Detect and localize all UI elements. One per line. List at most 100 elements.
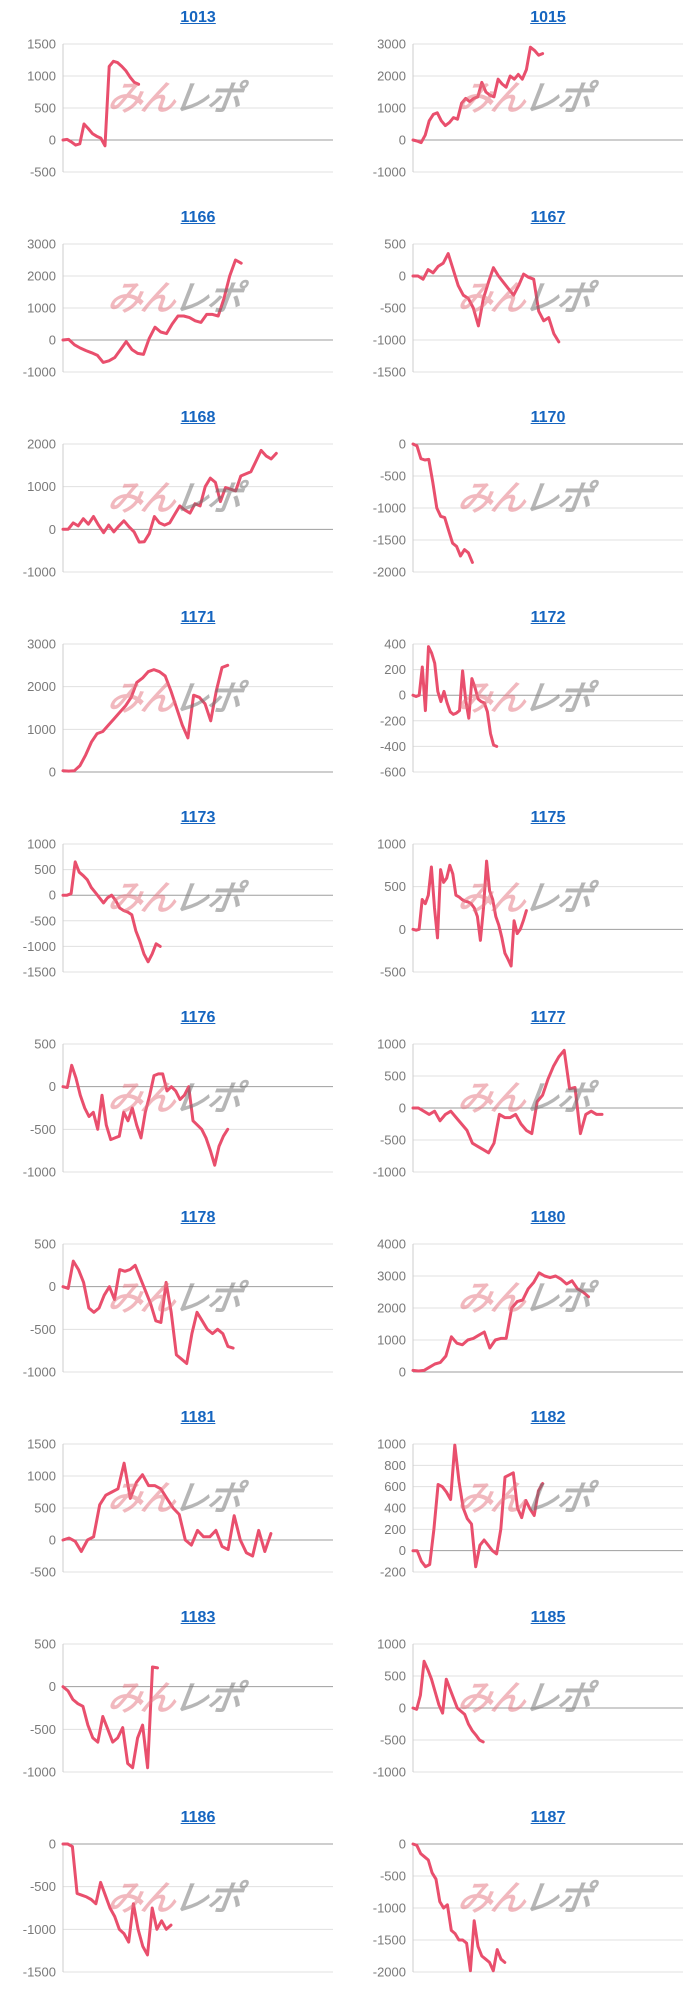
data-line bbox=[411, 1271, 590, 1373]
y-tick-label: -600 bbox=[380, 765, 406, 780]
data-line bbox=[61, 1665, 159, 1770]
y-tick-label: -1500 bbox=[23, 1965, 56, 1980]
chart-title-link[interactable]: 1176 bbox=[180, 1009, 216, 1026]
chart-canvas: 3000 2000 1000 0 -1000 bbox=[373, 37, 683, 180]
chart-title-link[interactable]: 1178 bbox=[180, 1209, 216, 1226]
data-line bbox=[61, 1461, 273, 1558]
y-tick-label: -500 bbox=[380, 1133, 406, 1148]
data-line bbox=[411, 252, 561, 344]
chart-title-link[interactable]: 1015 bbox=[530, 9, 566, 26]
chart-cell: 1176 500 0 -500 -1000 みんレポ bbox=[0, 1000, 350, 1200]
chart-title-link[interactable]: 1175 bbox=[530, 809, 566, 826]
y-tick-label: 1000 bbox=[27, 1469, 56, 1484]
y-tick-label: -1000 bbox=[373, 165, 406, 180]
chart-cell: 1182 1000 800 600 400 200 0 -200 みんレポ bbox=[350, 1400, 700, 1600]
chart-title-link[interactable]: 1177 bbox=[530, 1009, 566, 1026]
data-line bbox=[61, 1063, 230, 1167]
y-tick-label: 2000 bbox=[27, 437, 56, 452]
chart-canvas: 1000 800 600 400 200 0 -200 bbox=[377, 1437, 683, 1580]
y-tick-label: -400 bbox=[380, 739, 406, 754]
chart-cell: 1015 3000 2000 1000 0 -1000 みんレポ bbox=[350, 0, 700, 200]
y-tick-label: 3000 bbox=[377, 37, 406, 52]
y-tick-label: 0 bbox=[49, 133, 56, 148]
y-tick-label: -500 bbox=[30, 1322, 56, 1337]
y-tick-label: 0 bbox=[399, 1365, 406, 1380]
chart-title-link[interactable]: 1182 bbox=[530, 1409, 566, 1426]
y-tick-label: -200 bbox=[380, 1565, 406, 1580]
y-tick-label: -500 bbox=[30, 913, 56, 928]
y-tick-label: -500 bbox=[30, 1879, 56, 1894]
y-tick-label: -1000 bbox=[23, 1765, 56, 1780]
y-tick-label: 2000 bbox=[27, 679, 56, 694]
y-tick-label: -1000 bbox=[23, 365, 56, 380]
chart-title-link[interactable]: 1013 bbox=[180, 9, 216, 26]
chart-canvas: 500 0 -500 -1000 bbox=[23, 1237, 333, 1380]
y-tick-label: 600 bbox=[384, 1479, 406, 1494]
y-tick-label: 2000 bbox=[27, 269, 56, 284]
chart-cell: 1183 500 0 -500 -1000 みんレポ bbox=[0, 1600, 350, 1800]
y-tick-label: 0 bbox=[49, 1533, 56, 1548]
chart-title-link[interactable]: 1186 bbox=[180, 1809, 216, 1826]
chart-title-link[interactable]: 1185 bbox=[530, 1609, 566, 1626]
y-tick-label: 0 bbox=[399, 437, 406, 452]
chart-canvas: 1500 1000 500 0 -500 bbox=[27, 37, 333, 180]
y-tick-label: 400 bbox=[384, 637, 406, 652]
y-tick-label: 0 bbox=[49, 1279, 56, 1294]
y-tick-label: 0 bbox=[49, 333, 56, 348]
chart-cell: 1177 1000 500 0 -500 -1000 みんレポ bbox=[350, 1000, 700, 1200]
chart-canvas: 0 -500 -1000 -1500 bbox=[23, 1837, 333, 1980]
data-line bbox=[411, 645, 499, 748]
y-tick-label: 3000 bbox=[27, 237, 56, 252]
data-line bbox=[61, 59, 141, 148]
chart-title-link[interactable]: 1173 bbox=[180, 809, 216, 826]
chart-canvas: 1500 1000 500 0 -500 bbox=[27, 1437, 333, 1580]
chart-cell: 1013 1500 1000 500 0 -500 みんレポ bbox=[0, 0, 350, 200]
chart-cell: 1181 1500 1000 500 0 -500 みんレポ bbox=[0, 1400, 350, 1600]
chart-cell: 1175 1000 500 0 -500 みんレポ bbox=[350, 800, 700, 1000]
y-tick-label: 0 bbox=[399, 1543, 406, 1558]
y-tick-label: 1500 bbox=[27, 1437, 56, 1452]
y-tick-label: 500 bbox=[34, 862, 56, 877]
chart-canvas: 1000 500 0 -500 -1000 -1500 bbox=[23, 837, 333, 980]
chart-canvas: 1000 500 0 -500 -1000 bbox=[373, 1637, 683, 1780]
y-tick-label: 0 bbox=[399, 922, 406, 937]
chart-cell: 1187 0 -500 -1000 -1500 -2000 みんレポ bbox=[350, 1800, 700, 2000]
y-tick-label: -1000 bbox=[23, 1365, 56, 1380]
y-tick-label: 1500 bbox=[27, 37, 56, 52]
y-tick-label: 0 bbox=[49, 888, 56, 903]
chart-title-link[interactable]: 1183 bbox=[180, 1609, 216, 1626]
y-tick-label: 3000 bbox=[377, 1269, 406, 1284]
y-tick-label: -1000 bbox=[23, 1165, 56, 1180]
chart-title-link[interactable]: 1171 bbox=[180, 609, 216, 626]
y-tick-label: 500 bbox=[34, 1637, 56, 1652]
chart-cell: 1167 500 0 -500 -1000 -1500 みんレポ bbox=[350, 200, 700, 400]
y-tick-label: 500 bbox=[34, 101, 56, 116]
chart-title-link[interactable]: 1166 bbox=[180, 209, 216, 226]
data-line bbox=[411, 1048, 604, 1155]
y-tick-label: 500 bbox=[34, 1237, 56, 1252]
chart-title-link[interactable]: 1180 bbox=[530, 1209, 566, 1226]
chart-cell: 1170 0 -500 -1000 -1500 -2000 みんレポ bbox=[350, 400, 700, 600]
chart-cell: 1178 500 0 -500 -1000 みんレポ bbox=[0, 1200, 350, 1400]
y-tick-label: 1000 bbox=[27, 837, 56, 852]
chart-title-link[interactable]: 1181 bbox=[180, 1409, 216, 1426]
y-tick-label: 1000 bbox=[377, 1333, 406, 1348]
y-tick-label: 0 bbox=[49, 1679, 56, 1694]
y-tick-label: -500 bbox=[380, 1869, 406, 1884]
y-tick-label: 1000 bbox=[27, 69, 56, 84]
y-tick-label: 0 bbox=[49, 1837, 56, 1852]
chart-title-link[interactable]: 1168 bbox=[180, 409, 216, 426]
chart-cell: 1180 4000 3000 2000 1000 0 みんレポ bbox=[350, 1200, 700, 1400]
data-line bbox=[411, 442, 474, 564]
chart-title-link[interactable]: 1172 bbox=[530, 609, 566, 626]
chart-canvas: 500 0 -500 -1000 bbox=[23, 1037, 333, 1180]
y-tick-label: -500 bbox=[30, 165, 56, 180]
chart-title-link[interactable]: 1170 bbox=[530, 409, 566, 426]
data-line bbox=[411, 1842, 507, 1973]
y-tick-label: 0 bbox=[399, 1101, 406, 1116]
y-tick-label: -1000 bbox=[373, 333, 406, 348]
chart-title-link[interactable]: 1167 bbox=[530, 209, 566, 226]
y-tick-label: -1000 bbox=[23, 939, 56, 954]
chart-title-link[interactable]: 1187 bbox=[530, 1809, 566, 1826]
